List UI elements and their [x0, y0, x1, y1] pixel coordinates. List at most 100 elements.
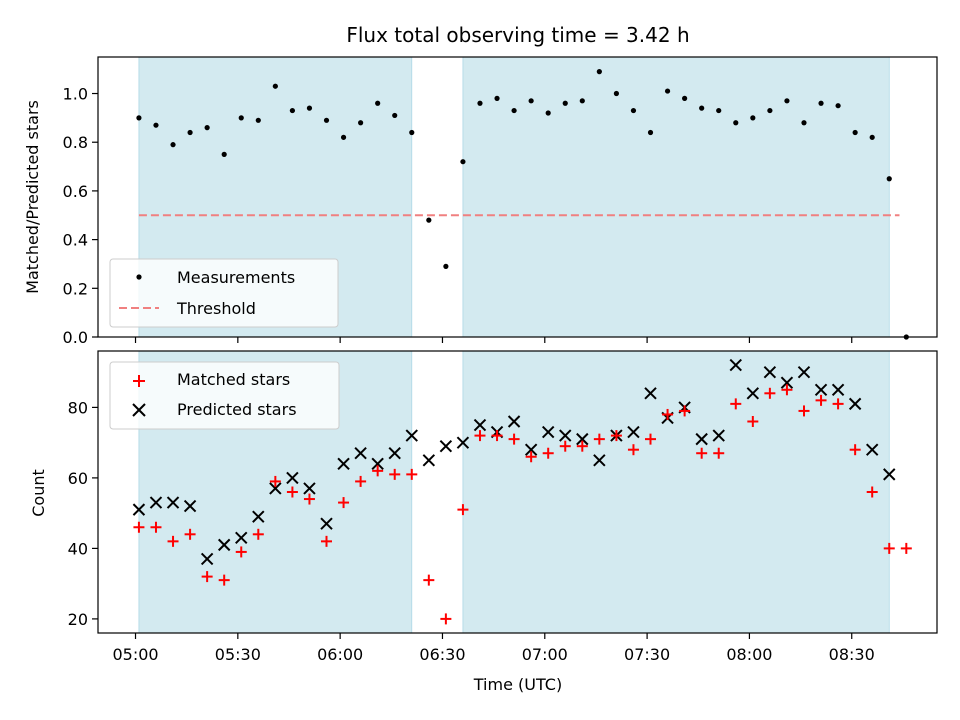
measurement-point	[477, 100, 483, 106]
y-tick-label: 40	[68, 539, 88, 558]
predicted-point	[235, 531, 248, 545]
legend-matched-label: Matched stars	[177, 370, 290, 389]
legend-predicted-label: Predicted stars	[177, 400, 297, 419]
matched-point	[218, 574, 230, 586]
measurement-point	[630, 107, 637, 114]
measurement-point	[562, 100, 568, 106]
matched-point	[423, 574, 435, 586]
predicted-point	[865, 443, 879, 456]
predicted-point	[200, 552, 214, 566]
matched-point	[150, 521, 162, 533]
predicted-point	[883, 468, 896, 481]
legend-measurements-label: Measurements	[177, 268, 295, 287]
predicted-point	[763, 365, 777, 379]
predicted-point	[439, 439, 453, 453]
predicted-point	[405, 429, 418, 442]
chart-title: Flux total observing time = 3.42 h	[346, 23, 689, 47]
measurement-point	[460, 159, 466, 165]
matched-point	[679, 405, 691, 417]
measurement-point	[255, 117, 261, 123]
measurement-point	[153, 122, 159, 128]
x-tick-label: 07:00	[522, 645, 568, 664]
predicted-point	[354, 447, 367, 460]
measurement-point	[545, 110, 551, 116]
x-tick-label: 06:00	[317, 645, 363, 664]
matched-point	[883, 542, 895, 554]
matched-point	[525, 451, 537, 463]
y-tick-label: 20	[68, 610, 88, 629]
matched-point	[593, 433, 605, 445]
predicted-point	[524, 443, 538, 456]
matched-point	[269, 475, 281, 487]
matched-point	[645, 433, 657, 445]
predicted-point	[456, 436, 470, 449]
matched-point	[696, 447, 708, 459]
measurement-point	[221, 151, 227, 157]
predicted-point	[183, 499, 197, 513]
measurement-point	[801, 120, 807, 126]
matched-point	[355, 475, 367, 487]
measurement-point	[204, 125, 210, 131]
legend-predicted-marker	[132, 403, 146, 417]
matched-point	[474, 430, 486, 442]
predicted-point	[593, 454, 606, 467]
matched-point	[303, 493, 315, 505]
measurement-point	[170, 142, 176, 148]
predicted-point	[388, 447, 401, 460]
measurement-point	[716, 107, 722, 114]
measurement-point	[187, 129, 193, 136]
measurement-point	[443, 263, 449, 269]
predicted-point	[729, 358, 742, 372]
legend-matched-marker	[133, 375, 145, 387]
bottom-legend-box	[109, 361, 340, 430]
legend-measurement-marker	[136, 274, 142, 280]
measurement-point	[784, 98, 790, 104]
predicted-point	[371, 457, 384, 471]
measurement-point	[647, 129, 654, 136]
matched-point	[542, 447, 554, 459]
measurement-point	[699, 105, 705, 111]
shaded-interval-2	[462, 56, 890, 338]
x-tick-label: 06:30	[419, 645, 465, 664]
measurement-point	[306, 105, 313, 111]
predicted-point	[644, 387, 657, 400]
measurement-point	[835, 103, 841, 109]
measurement-point	[426, 217, 432, 223]
matched-point	[713, 447, 725, 459]
matched-point	[764, 387, 776, 399]
x-tick-label: 05:30	[215, 645, 261, 664]
measurement-point	[767, 107, 773, 114]
measurement-point	[818, 100, 824, 106]
matched-point	[440, 613, 452, 625]
top-x-ticks	[134, 337, 853, 343]
matched-star-markers	[133, 384, 912, 625]
top-axes-frame	[97, 56, 938, 338]
predicted-point	[132, 503, 146, 516]
predicted-point	[473, 418, 487, 432]
top-y-ticks: 0.0 0.2 0.4 0.6 0.8 1.0	[63, 85, 98, 347]
predicted-point	[780, 376, 794, 389]
measurement-point	[136, 115, 142, 121]
matched-point	[133, 521, 145, 533]
matched-point	[781, 384, 793, 396]
matched-point	[849, 444, 861, 456]
measurement-point	[409, 129, 415, 136]
measurement-point	[272, 83, 278, 89]
predicted-point	[559, 429, 572, 442]
measurement-point	[682, 95, 688, 101]
bottom-y-axis-label: Count	[29, 469, 48, 517]
measurement-point	[613, 90, 620, 97]
matched-point	[167, 535, 179, 547]
matched-point	[627, 444, 639, 456]
predicted-point	[422, 454, 436, 467]
bottom-axes-frame	[97, 350, 938, 634]
predicted-point	[848, 397, 862, 411]
predicted-point	[166, 496, 180, 509]
matched-point	[389, 468, 401, 480]
matched-point	[747, 416, 759, 427]
predicted-point	[627, 425, 640, 439]
matched-point	[576, 440, 588, 452]
top-legend: Measurements Threshold	[109, 258, 339, 328]
measurement-point	[494, 95, 500, 101]
measurement-point	[375, 100, 381, 106]
